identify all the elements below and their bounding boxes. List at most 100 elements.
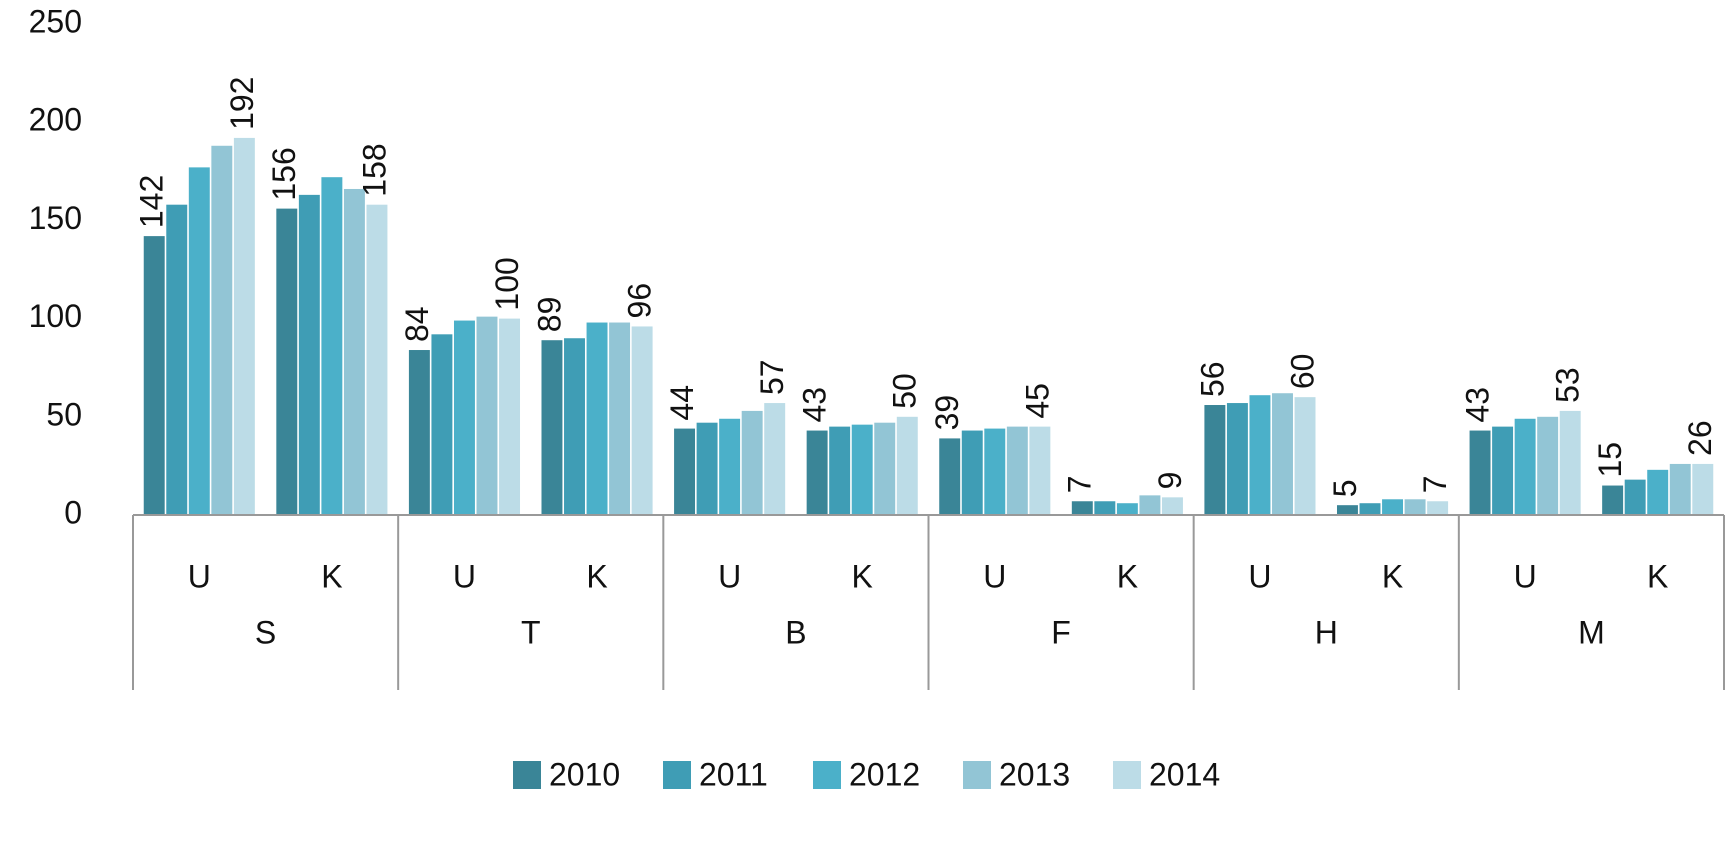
- bar: [166, 204, 188, 516]
- bar: [1071, 501, 1093, 515]
- legend-label: 2011: [699, 756, 768, 792]
- bar: [343, 188, 365, 515]
- x-tick-label: U: [718, 558, 741, 594]
- bar: [1139, 495, 1161, 515]
- x-tick-label: K: [1382, 558, 1403, 594]
- x-tick-label: K: [1117, 558, 1138, 594]
- legend-label: 2010: [549, 756, 620, 792]
- x-tick-label: U: [453, 558, 476, 594]
- data-label: 100: [489, 257, 525, 310]
- bar: [564, 338, 585, 515]
- x-tick-label: U: [188, 558, 211, 594]
- bar: [851, 424, 873, 515]
- data-label: 57: [754, 359, 790, 395]
- bar: [874, 422, 896, 515]
- bar: [541, 340, 563, 515]
- legend-label: 2012: [849, 756, 920, 792]
- bar: [1006, 426, 1028, 515]
- legend-swatch: [963, 761, 991, 789]
- bar: [1382, 499, 1404, 515]
- x-tick-label: U: [983, 558, 1006, 594]
- bar: [984, 428, 1006, 515]
- y-tick-label: 100: [29, 298, 82, 334]
- bar: [961, 430, 983, 515]
- group-label: T: [521, 614, 541, 650]
- bar: [696, 422, 718, 515]
- bar: [1359, 503, 1381, 515]
- bar: [1161, 497, 1183, 515]
- bar: [764, 403, 786, 515]
- data-label: 89: [531, 297, 567, 333]
- y-tick-label: 0: [64, 494, 82, 530]
- bar: [939, 438, 961, 515]
- data-label: 7: [1417, 475, 1453, 493]
- data-label: 53: [1550, 367, 1586, 403]
- group-label: F: [1051, 614, 1071, 650]
- bar: [276, 208, 298, 515]
- group-label: B: [785, 614, 806, 650]
- bar: [896, 416, 918, 515]
- bar: [1537, 416, 1559, 515]
- bar: [1226, 403, 1248, 515]
- data-label: 9: [1152, 472, 1188, 490]
- data-label: 142: [134, 175, 170, 228]
- data-label: 60: [1284, 354, 1320, 390]
- bar: [1249, 395, 1271, 515]
- y-tick-label: 250: [29, 3, 82, 39]
- bar: [321, 177, 343, 515]
- x-tick-label: K: [321, 558, 342, 594]
- bar: [188, 167, 210, 515]
- bar: [1469, 430, 1491, 515]
- y-tick-label: 150: [29, 200, 82, 236]
- bar: [586, 322, 608, 515]
- bar: [476, 316, 498, 515]
- bar: [366, 204, 388, 516]
- group-label: H: [1315, 614, 1338, 650]
- data-label: 15: [1592, 442, 1628, 478]
- x-tick-label: K: [852, 558, 873, 594]
- bar: [1669, 463, 1691, 515]
- bar: [1492, 426, 1514, 515]
- group-label: M: [1578, 614, 1605, 650]
- legend-swatch: [513, 761, 541, 789]
- bar: [741, 410, 763, 515]
- bar: [1204, 405, 1226, 515]
- bar: [453, 320, 475, 515]
- data-label: 43: [797, 387, 833, 423]
- bar: [1692, 463, 1714, 515]
- bar: [609, 322, 631, 515]
- x-tick-label: K: [586, 558, 607, 594]
- bar: [1272, 393, 1293, 515]
- bar: [1514, 418, 1536, 515]
- bar: [1427, 501, 1449, 515]
- bar: [211, 145, 233, 515]
- data-label: 5: [1327, 479, 1363, 497]
- data-label: 192: [224, 77, 260, 130]
- bar: [806, 430, 828, 515]
- data-label: 45: [1019, 383, 1055, 419]
- data-label: 84: [399, 306, 435, 342]
- data-label: 44: [664, 385, 700, 421]
- bar: [719, 418, 741, 515]
- y-tick-label: 200: [29, 102, 82, 138]
- data-label: 156: [266, 147, 302, 200]
- bar: [829, 426, 851, 515]
- bar: [674, 428, 696, 515]
- data-label: 96: [622, 283, 658, 319]
- bar: [298, 194, 320, 516]
- bar: [1029, 426, 1051, 515]
- bar: [1624, 479, 1646, 515]
- bar: [431, 334, 453, 515]
- bar: [143, 236, 165, 515]
- y-tick-label: 50: [46, 396, 82, 432]
- data-label: 26: [1682, 420, 1718, 456]
- data-label: 50: [887, 373, 923, 409]
- legend-swatch: [813, 761, 841, 789]
- data-label: 158: [356, 143, 392, 196]
- bar: [1404, 499, 1426, 515]
- bar: [1602, 485, 1624, 515]
- bar: [1647, 469, 1669, 515]
- bar: [1294, 397, 1316, 515]
- bar: [1094, 501, 1116, 515]
